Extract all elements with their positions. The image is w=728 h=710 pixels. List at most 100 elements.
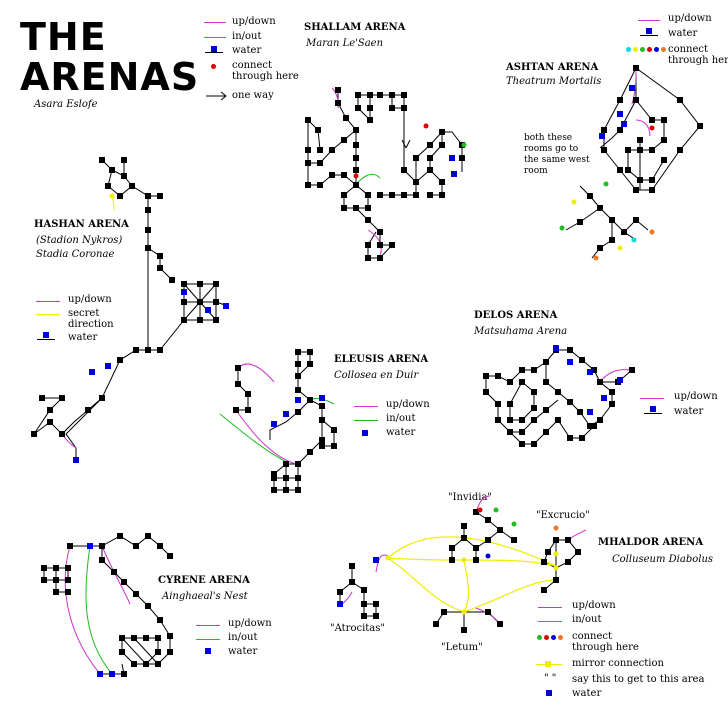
room-55: [439, 192, 445, 198]
room-27: [305, 147, 311, 153]
room-211: [99, 557, 105, 563]
room-242: [565, 559, 571, 565]
room-226: [155, 635, 161, 641]
connect-point-6: [593, 255, 599, 261]
room-122: [197, 317, 203, 323]
room-243: [575, 549, 581, 555]
room-171: [555, 389, 561, 395]
room-99: [145, 207, 151, 213]
room-91: [109, 167, 115, 173]
water-room-12: [295, 397, 301, 403]
water-room-9: [89, 369, 95, 375]
room-126: [295, 349, 301, 355]
room-247: [541, 587, 547, 593]
ashtan-connect-dot-red: [647, 47, 652, 52]
mhaldor-legend-updown-swatch: [538, 607, 562, 608]
room-231: [449, 545, 455, 551]
room-144: [271, 487, 277, 493]
water-room-11: [73, 457, 79, 463]
room-180: [609, 389, 615, 395]
mhaldor-legend-mirror-node: [545, 661, 551, 667]
hashan-subtitle-2: Stadia Coronae: [36, 249, 115, 260]
connect-point-12: [477, 507, 483, 513]
room-36: [341, 192, 347, 198]
delos-legend-updown: up/down: [674, 391, 718, 402]
room-30: [317, 147, 323, 153]
room-112: [31, 431, 37, 437]
room-45: [377, 255, 383, 261]
room-78: [637, 177, 643, 183]
room-241: [541, 559, 547, 565]
room-200: [145, 533, 151, 539]
room-157: [507, 379, 513, 385]
room-67: [601, 127, 607, 133]
room-215: [145, 603, 151, 609]
room-222: [119, 649, 125, 655]
room-218: [167, 649, 173, 655]
room-109: [85, 407, 91, 413]
room-223: [119, 635, 125, 641]
room-159: [531, 367, 537, 373]
mhaldor-mirror-connections: [387, 536, 557, 613]
mhaldor-area-invidia: "Invidia": [448, 492, 492, 503]
room-249: [349, 579, 355, 585]
room-248: [349, 563, 355, 569]
room-80: [661, 157, 667, 163]
room-137: [295, 461, 301, 467]
water-room-25: [373, 557, 379, 563]
room-8: [389, 105, 395, 111]
connect-point-10: [649, 229, 655, 235]
room-88: [597, 245, 603, 251]
room-132: [307, 397, 313, 403]
room-252: [373, 601, 379, 607]
room-160: [543, 359, 549, 365]
mhaldor-legend-inout-swatch: [538, 621, 562, 622]
hashan-map: [33, 159, 229, 460]
mhaldor-connect-dot-red: [544, 635, 549, 640]
room-166: [507, 429, 513, 435]
legend-water-underline: [205, 52, 223, 53]
room-59: [633, 65, 639, 71]
mhaldor-title: MHALDOR ARENA: [598, 537, 704, 548]
room-240: [545, 549, 551, 555]
hashan-legend-updown-swatch: [36, 301, 60, 302]
room-150: [235, 365, 241, 371]
eleusis-legend-inout-swatch: [354, 420, 378, 421]
room-123: [181, 299, 187, 305]
legend-oneway: one way: [232, 90, 274, 101]
room-216: [157, 617, 163, 623]
room-61: [697, 123, 703, 129]
ashtan-legend-updown-swatch: [638, 20, 660, 21]
water-room-5: [599, 133, 605, 139]
delos-legend-updown-swatch: [640, 398, 664, 399]
ashtan-legend-water: water: [668, 28, 698, 39]
room-111: [47, 419, 53, 425]
room-153: [245, 407, 251, 413]
room-102: [157, 253, 163, 259]
room-156: [495, 373, 501, 379]
water-room-14: [271, 421, 277, 427]
room-92: [121, 173, 127, 179]
connect-point-18: [461, 609, 467, 615]
room-203: [41, 565, 47, 571]
room-208: [41, 577, 47, 583]
room-136: [307, 449, 313, 455]
room-199: [133, 543, 139, 549]
room-16: [335, 87, 341, 93]
room-26: [305, 160, 311, 166]
room-151: [235, 381, 241, 387]
water-room-18: [587, 369, 593, 375]
room-1: [367, 92, 373, 98]
eleusis-legend-water: water: [386, 427, 416, 438]
room-187: [519, 441, 525, 447]
cyrene-legend-inout: in/out: [228, 632, 258, 643]
room-164: [495, 401, 501, 407]
room-22: [353, 167, 359, 173]
water-room-15: [319, 395, 325, 401]
cyrene-legend-water-swatch: [205, 648, 211, 654]
cyrene-legend-updown: up/down: [228, 618, 272, 629]
room-238: [473, 509, 479, 515]
room-24: [329, 147, 335, 153]
mhaldor-legend-water-swatch: [546, 690, 552, 696]
